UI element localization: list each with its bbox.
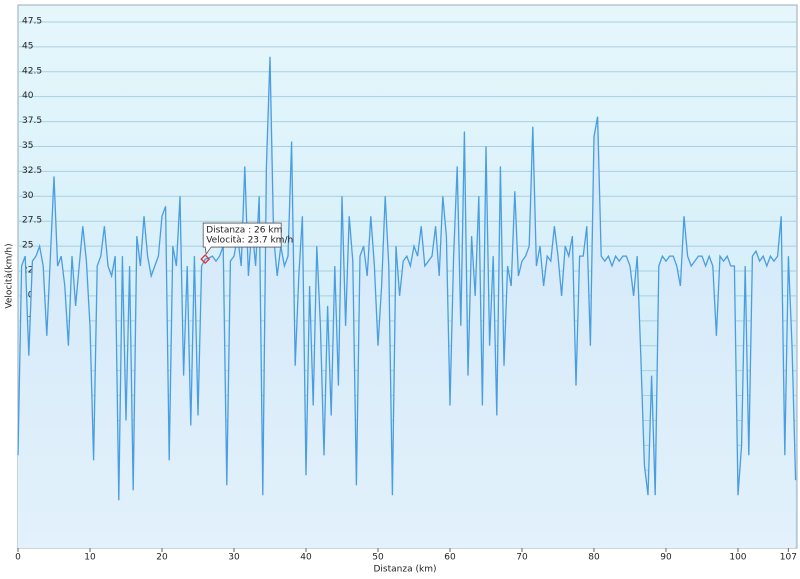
area xyxy=(18,56,796,549)
tooltip-text: Velocità: 23.7 km/h xyxy=(206,236,293,246)
y-tick-label: 25 xyxy=(22,241,33,251)
y-tick-label: 32.5 xyxy=(22,166,42,176)
x-tick-label: 107 xyxy=(780,553,797,563)
y-tick-label: 37.5 xyxy=(22,116,42,126)
x-tick-label: 0 xyxy=(15,553,21,563)
tooltip-text: Distanza : 26 km xyxy=(206,226,282,236)
y-tick-label: 45 xyxy=(22,41,33,51)
y-tick-label: 35 xyxy=(22,141,33,151)
highlight-marker xyxy=(200,254,211,264)
x-tick-label: 10 xyxy=(84,553,96,563)
y-tick-label: 40 xyxy=(22,91,34,101)
y-tick-label: 27.5 xyxy=(22,216,42,226)
x-tick-label: 20 xyxy=(156,553,168,563)
x-tick-label: 60 xyxy=(444,553,456,563)
x-tick-label: 70 xyxy=(516,553,528,563)
x-axis-title: Distanza (km) xyxy=(374,565,437,575)
y-tick-label: 30 xyxy=(22,191,34,201)
x-tick-label: 80 xyxy=(588,553,600,563)
line xyxy=(17,56,797,501)
y-tick-label: 47.5 xyxy=(22,16,42,26)
x-tick-label: 30 xyxy=(228,553,240,563)
y-tick-label: 42.5 xyxy=(22,66,42,76)
x-tick-label: 50 xyxy=(372,553,384,563)
y-axis-title: Velocità(km/h) xyxy=(5,243,15,308)
x-tick-label: 40 xyxy=(300,553,312,563)
tooltip-box xyxy=(202,222,282,256)
x-tick-label: 90 xyxy=(660,553,672,563)
y-tick-label: 20 xyxy=(22,290,34,300)
x-tick-label: 100 xyxy=(729,553,746,563)
